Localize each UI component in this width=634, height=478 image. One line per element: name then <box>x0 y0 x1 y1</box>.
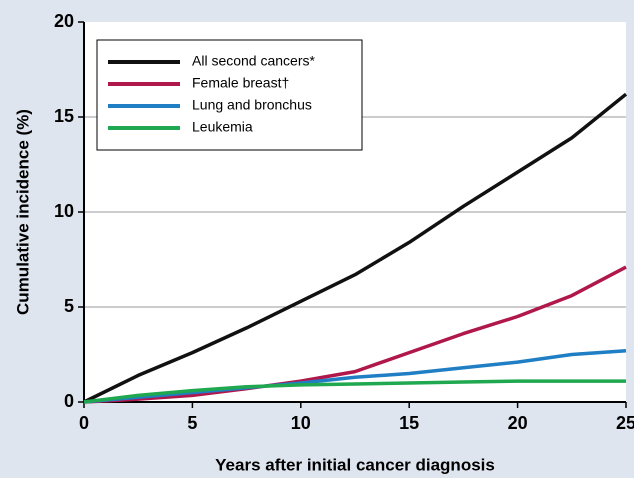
legend-label: Female breast† <box>192 75 289 91</box>
x-axis-title: Years after initial cancer diagnosis <box>215 455 495 474</box>
x-tick-label: 10 <box>291 413 311 433</box>
x-tick-label: 20 <box>508 413 528 433</box>
x-tick-label: 15 <box>399 413 419 433</box>
legend-box <box>96 39 363 151</box>
series-line <box>83 265 627 404</box>
x-tick-label: 25 <box>616 413 634 433</box>
legend-label: All second cancers* <box>192 53 316 69</box>
x-tick-label: 0 <box>79 413 89 433</box>
legend-label: Leukemia <box>192 119 253 135</box>
x-tick-label: 5 <box>187 413 197 433</box>
legend-label: Lung and bronchus <box>192 97 312 113</box>
series-line <box>83 379 626 404</box>
y-tick-label: 10 <box>54 201 74 221</box>
series-line <box>83 92 628 404</box>
y-tick-label: 5 <box>64 296 74 316</box>
y-tick-label: 15 <box>54 106 74 126</box>
y-tick-label: 0 <box>64 391 74 411</box>
y-axis-title: Cumulative incidence (%) <box>13 109 32 315</box>
y-tick-label: 20 <box>54 11 74 31</box>
series-line <box>83 348 627 404</box>
